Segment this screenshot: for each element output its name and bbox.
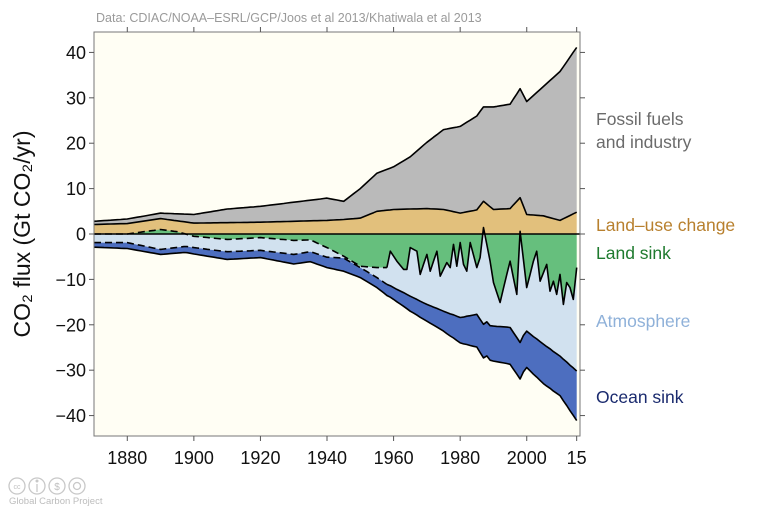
area-ocean-sink [94, 242, 577, 421]
svg-text:$: $ [54, 482, 60, 493]
line-land-use-change [93, 196, 578, 226]
x-tick-label: 1880 [107, 448, 147, 468]
label-atmosphere: Atmosphere [596, 311, 690, 331]
by-icon [28, 477, 46, 495]
x-tick-label: 1900 [174, 448, 214, 468]
x-tick-label: 1920 [240, 448, 280, 468]
label-fossil-line1: Fossil fuels [596, 109, 684, 129]
x-tick-label: 15 [567, 448, 587, 468]
cc-icon [8, 477, 26, 495]
data-source-note: Data: CDIAC/NOAA–ESRL/GCP/Joos et al 201… [96, 11, 482, 25]
y-tick-label: 20 [66, 134, 86, 154]
y-tick-label: −30 [55, 361, 86, 381]
series-labels: Fossil fuels and industry Land–use chang… [596, 109, 735, 407]
x-tick-label: 2000 [507, 448, 547, 468]
y-tick-label: 40 [66, 43, 86, 63]
line-total-emissions [93, 46, 578, 223]
nc-icon [48, 477, 66, 495]
line-land-sink-early [94, 228, 387, 269]
y-tick-label: −10 [55, 270, 86, 290]
y-axis-label: CO₂ flux (Gt CO₂/yr) [9, 131, 35, 338]
x-tick-label: 1960 [374, 448, 414, 468]
sa-icon [68, 477, 86, 495]
y-tick-label: −40 [55, 406, 86, 426]
y-tick-label: −20 [55, 315, 86, 335]
area-land-use-change [94, 197, 577, 234]
label-ocean-sink: Ocean sink [596, 387, 684, 407]
area-atmosphere [94, 234, 577, 372]
area-land-sink [94, 227, 577, 305]
area-fossil-fuels [94, 47, 577, 225]
cc-license-logo: cc $ [8, 477, 86, 495]
boundary-lines [93, 46, 580, 422]
line-atmosphere-early [94, 241, 388, 286]
label-fossil-line2: and industry [596, 132, 692, 152]
svg-text:cc: cc [14, 484, 22, 491]
label-land-use-change: Land–use change [596, 215, 735, 235]
stacked-areas [94, 47, 577, 421]
logo-text: Global Carbon Project [9, 496, 103, 507]
x-tick-label: 1980 [440, 448, 480, 468]
line-land-sink [386, 226, 578, 306]
label-land-sink: Land sink [596, 243, 671, 263]
axes: 1880 1900 1920 1940 1960 1980 2000 15 40 30 20 10 0 −… [55, 27, 587, 468]
line-atmosphere [386, 283, 578, 372]
y-tick-label: 0 [76, 225, 86, 245]
line-ocean-sink [93, 246, 578, 422]
y-tick-label: 10 [66, 179, 86, 199]
x-tick-label: 1940 [307, 448, 347, 468]
y-tick-label: 30 [66, 88, 86, 108]
